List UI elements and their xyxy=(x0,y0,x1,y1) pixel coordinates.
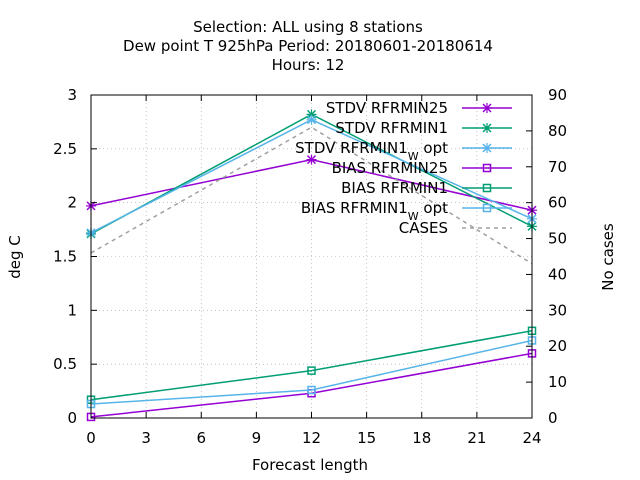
y2-tick-label-1: 10 xyxy=(548,373,567,391)
series-0-point-1 xyxy=(306,154,317,165)
legend-marker-5 xyxy=(482,203,492,213)
x-tick-label-4: 12 xyxy=(302,429,321,447)
x-tick-label-1: 3 xyxy=(141,429,151,447)
x-axis-label: Forecast length xyxy=(252,456,368,474)
series-5-point-1 xyxy=(307,385,316,395)
legend-marker-0 xyxy=(482,103,492,113)
grid xyxy=(91,95,532,418)
x-tick-label-3: 9 xyxy=(252,429,262,447)
y-tick-label-3: 1.5 xyxy=(53,248,77,266)
x-tick-label-2: 6 xyxy=(196,429,206,447)
y-tick-label-1: 0.5 xyxy=(53,355,77,373)
y2-tick-label-2: 20 xyxy=(548,337,567,355)
y-tick-label-0: 0 xyxy=(67,409,77,427)
chart-title: Selection: ALL using 8 stations Dew poin… xyxy=(123,18,493,74)
legend-label-1: STDV RFRMIN1 xyxy=(335,119,448,137)
y-axis-label: deg C xyxy=(6,235,24,279)
y-tick-label-6: 3 xyxy=(67,86,77,104)
series-line-5 xyxy=(90,339,533,405)
y-tick-label-4: 2 xyxy=(67,194,77,212)
y2-tick-label-0: 0 xyxy=(548,409,558,427)
title-line-1: Selection: ALL using 8 stations xyxy=(193,18,423,36)
legend-entry-3: BIAS RFRMIN25 xyxy=(332,159,512,177)
legend-entry-1: STDV RFRMIN1 xyxy=(335,119,512,137)
x-tick-label-6: 18 xyxy=(412,429,431,447)
legend-label-0: STDV RFRMIN25 xyxy=(326,99,448,117)
y2-tick-label-6: 60 xyxy=(548,194,567,212)
x-tick-label-7: 21 xyxy=(467,429,486,447)
y2-tick-label-3: 30 xyxy=(548,301,567,319)
legend-entry-0: STDV RFRMIN25 xyxy=(326,99,512,117)
series-3 xyxy=(86,349,537,422)
title-line-3: Hours: 12 xyxy=(272,56,345,74)
legend-label-6: CASES xyxy=(399,219,448,237)
legend-entry-6: CASES xyxy=(399,219,512,237)
legend-entry-4: BIAS RFRMIN1 xyxy=(341,179,512,197)
title-line-2: Dew point T 925hPa Period: 20180601-2018… xyxy=(123,37,493,55)
x-tick-label-0: 0 xyxy=(86,429,96,447)
y-tick-label-2: 1 xyxy=(67,301,77,319)
legend-marker-2 xyxy=(482,143,492,153)
series-4-point-1 xyxy=(307,366,316,375)
y2-tick-label-4: 40 xyxy=(548,265,567,283)
y2-axis-label: No cases xyxy=(599,223,617,291)
series-line-6 xyxy=(90,126,533,265)
y2-tick-label-9: 90 xyxy=(548,86,567,104)
legend-marker-4 xyxy=(482,183,492,193)
y-tick-label-5: 2.5 xyxy=(53,140,77,158)
x-tick-label-8: 24 xyxy=(522,429,541,447)
y2-tick-label-8: 80 xyxy=(548,122,567,140)
series-line-4 xyxy=(90,330,533,401)
x-tick-label-5: 15 xyxy=(357,429,376,447)
legend-marker-3 xyxy=(482,163,492,173)
legend-label-4: BIAS RFRMIN1 xyxy=(341,179,448,197)
series-2-point-1 xyxy=(306,114,317,125)
legend-label-3: BIAS RFRMIN25 xyxy=(332,159,448,177)
y2-tick-label-7: 70 xyxy=(548,158,567,176)
y2-tick-label-5: 50 xyxy=(548,230,567,248)
series-6 xyxy=(90,126,533,265)
axes: 0 3 6 9 12 15 18 21 2400.511.522.530102030405060… xyxy=(53,86,567,447)
legend-marker-1 xyxy=(482,123,492,133)
